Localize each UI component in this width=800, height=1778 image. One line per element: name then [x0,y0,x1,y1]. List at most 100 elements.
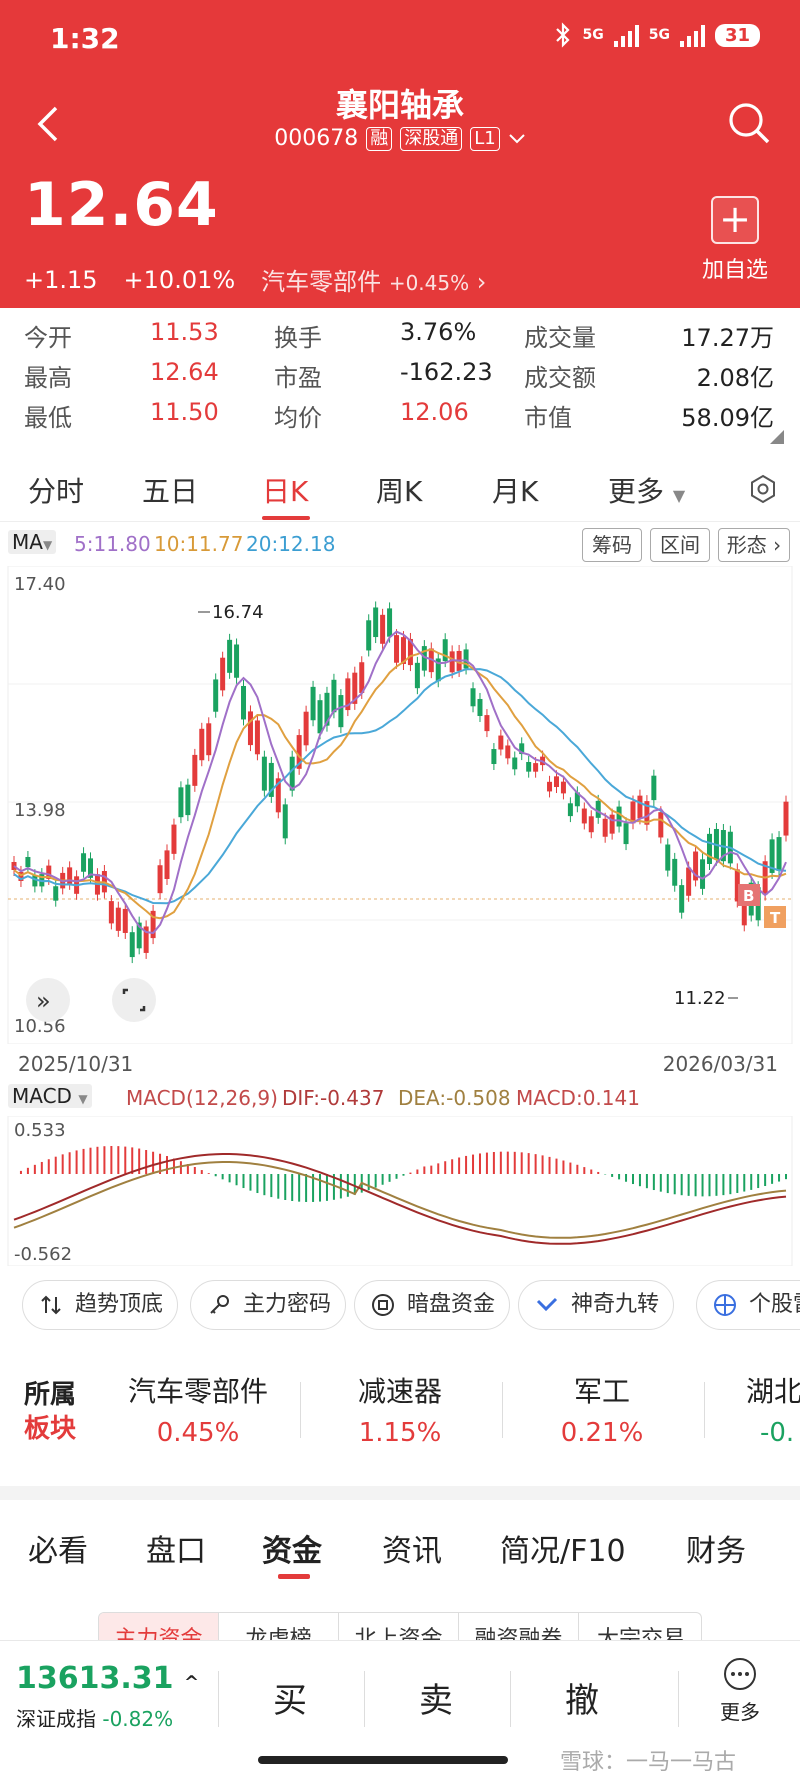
sector-title-line2: 板块 [24,1414,77,1444]
sector-item[interactable]: 湖北 -0. [712,1370,800,1448]
candle [359,662,365,693]
ma-selector[interactable]: MA▼ [8,530,57,554]
tab-weekly-k[interactable]: 周K [376,475,423,508]
bluetooth-icon [556,22,571,48]
candle [206,723,212,756]
chevron-down-icon[interactable] [508,133,526,145]
tab-more[interactable]: 更多 ▼ [608,470,685,510]
candle [623,823,629,845]
ma5-value: 5:11.80 [74,532,151,556]
dea-value: DEA:-0.508 [398,1086,511,1110]
date-axis: 2025/10/31 2026/03/31 [0,1044,800,1082]
candle [275,778,281,813]
expand-icon[interactable] [766,426,786,446]
index-name: 深证成指 [16,1707,96,1731]
candle [220,657,226,691]
add-watchlist-button[interactable]: + 加自选 [702,196,768,284]
tab-news[interactable]: 资讯 [382,1534,442,1569]
candle [651,775,657,801]
sector-panel: 所属 板块 汽车零部件 0.45% 减速器 1.15% 军工 0.21% 湖北 -0. [0,1356,800,1466]
more-label: 更多 [720,1700,760,1724]
candle [491,749,497,765]
candle [435,658,441,682]
candle [547,781,553,792]
up-down-arrows-icon [41,1295,61,1315]
macd-histogram [19,1146,787,1202]
candle [143,926,149,953]
back-icon[interactable] [34,104,64,144]
candle [693,851,699,881]
network-label-2: 5G [648,27,670,43]
divider [502,1382,503,1438]
macd-y-top: 0.533 [14,1120,66,1141]
sell-button[interactable]: 卖 [419,1681,453,1721]
candle [706,833,712,864]
quote-value: 17.27万 [681,324,774,352]
magic-nine-button[interactable]: 神奇九转 [518,1280,674,1330]
candle [609,814,615,834]
price-change-pct: +10.01% [123,265,236,294]
network-label-1: 5G [582,27,604,43]
tool-label: 趋势顶底 [75,1292,164,1317]
trend-top-bottom-button[interactable]: 趋势顶底 [22,1280,178,1330]
candle [442,639,448,662]
home-indicator[interactable] [258,1756,508,1764]
sector-item-change: 0.21% [560,1418,644,1448]
tab-order-book[interactable]: 盘口 [146,1534,206,1569]
stock-meta[interactable]: 000678 融 深股通 L1 [0,126,800,151]
dea-line [13,1161,787,1239]
candle [136,922,142,949]
tab-f10[interactable]: 简况/F10 [500,1534,626,1569]
clock: 1:32 [50,22,120,55]
search-icon[interactable] [726,100,772,146]
expand-left-button[interactable]: » [26,978,70,1022]
tab-intraday[interactable]: 分时 [28,475,85,508]
candle [574,792,580,807]
fullscreen-button[interactable] [112,978,156,1022]
sector-link[interactable]: 汽车零部件 +0.45% › [261,262,486,297]
stock-code: 000678 [274,126,359,151]
stock-header: 1:32 5G 5G 31 襄阳轴承 000678 融 深股通 L1 12.64… [0,0,800,308]
candle [32,875,38,887]
tab-daily-k[interactable]: 日K [262,475,309,508]
range-button[interactable]: 区间 [650,528,710,562]
pattern-button[interactable]: 形态 › [718,528,790,562]
battery-icon: 31 [714,23,760,47]
tab-monthly-k[interactable]: 月K [492,475,539,508]
candle [317,700,323,734]
candle [595,800,601,818]
tab-five-day[interactable]: 五日 [142,475,199,508]
quote-label: 成交量 [524,324,596,352]
tab-financials[interactable]: 财务 [686,1534,746,1569]
status-bar: 1:32 5G 5G 31 [0,0,800,76]
tab-capital[interactable]: 资金 [262,1534,322,1569]
candle [449,651,455,673]
indicator-selector[interactable]: MACD ▼ [8,1084,92,1108]
candle [588,816,594,833]
buy-button[interactable]: 买 [273,1681,307,1721]
candle [512,757,518,770]
candle [345,678,351,711]
stock-radar-button[interactable]: 个股雷 [696,1280,800,1330]
price-changes: +1.15 +10.01% 汽车零部件 +0.45% › [24,262,486,297]
sector-item-change: 1.15% [358,1418,442,1448]
chips-button[interactable]: 筹码 [582,528,642,562]
sector-item-name: 军工 [573,1375,630,1408]
sector-item[interactable]: 军工 0.21% [502,1370,702,1448]
main-force-code-button[interactable]: 主力密码 [190,1280,346,1330]
quote-panel: 今开 11.53 换手 3.76% 成交量 17.27万 最高 12.64 市盈… [0,318,800,438]
plus-icon: + [710,196,759,244]
quote-label: 最低 [24,404,72,432]
candle [122,908,128,933]
more-button[interactable]: 更多 [700,1657,780,1725]
sector-item[interactable]: 汽车零部件 0.45% [98,1370,298,1448]
sector-item[interactable]: 减速器 1.15% [300,1370,500,1448]
t-marker-label: T [770,909,781,927]
candle [602,818,608,837]
kline-chart[interactable]: 17.40 13.98 10.56 16.74 11.22 B T » [0,566,800,1044]
tab-must-see[interactable]: 必看 [28,1534,88,1569]
macd-chart[interactable]: 0.533 -0.562 [0,1116,800,1266]
cancel-order-button[interactable]: 撤 [565,1681,599,1721]
settings-icon[interactable] [748,474,778,504]
dark-pool-button[interactable]: 暗盘资金 [354,1280,510,1330]
